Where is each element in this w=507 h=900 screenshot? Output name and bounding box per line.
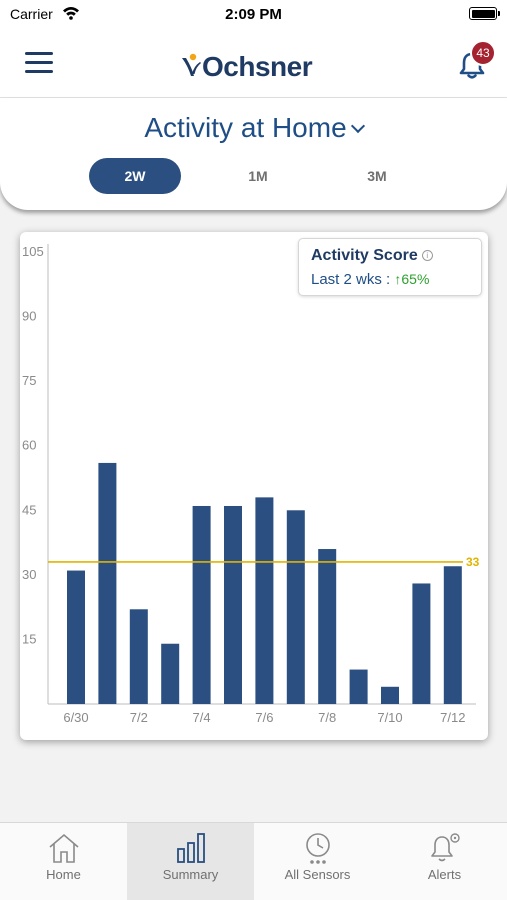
y-tick-label: 60 — [22, 438, 36, 453]
x-tick-label: 7/6 — [255, 710, 273, 725]
carrier-label: Carrier — [10, 6, 53, 22]
y-tick-label: 90 — [22, 309, 36, 324]
range-tab-2w[interactable]: 2W — [89, 158, 181, 194]
y-tick-label: 45 — [22, 502, 36, 517]
x-tick-label: 6/30 — [63, 710, 88, 725]
x-tick-label: 7/4 — [193, 710, 211, 725]
page-title-dropdown[interactable]: Activity at Home — [0, 112, 507, 144]
bar-7-1 — [98, 462, 117, 704]
tab-all-sensors[interactable]: All Sensors — [254, 823, 381, 900]
bar-7-10 — [381, 686, 399, 704]
header-card: Activity at Home 2W 1M 3M — [0, 98, 507, 210]
x-tick-label: 7/12 — [440, 710, 465, 725]
info-icon[interactable]: i — [421, 250, 433, 261]
y-tick-label: 75 — [22, 373, 36, 388]
bottom-tab-bar: Home Summary All Sensors Alerts — [0, 822, 507, 900]
tab-home[interactable]: Home — [0, 823, 127, 900]
clock-sensors-icon — [306, 833, 330, 864]
reference-line-label: 33 — [466, 555, 480, 569]
y-tick-label: 15 — [22, 631, 36, 646]
activity-score-box: Activity Score i Last 2 wks : ↑65% — [298, 238, 482, 296]
notification-badge: 43 — [470, 40, 496, 66]
score-change-value: ↑65% — [394, 271, 430, 287]
bar-7-5 — [224, 505, 242, 704]
logo-text: Ochsner — [202, 51, 313, 82]
bar-7-9 — [349, 669, 368, 704]
bar-7-3 — [161, 643, 180, 704]
y-tick-label: 30 — [22, 567, 36, 582]
range-tabs: 2W 1M 3M — [89, 158, 419, 194]
score-period-label: Last 2 wks : — [311, 271, 391, 288]
status-bar: Carrier 2:09 PM — [0, 0, 507, 30]
tab-home-label: Home — [46, 867, 81, 882]
activity-bar-chart: 15 30 45 60 75 90 105 6/30 7/2 7/4 7/6 7/8 7/10 7/12 3… — [22, 244, 480, 725]
bar-7-8 — [318, 549, 337, 704]
tab-all-sensors-label: All Sensors — [284, 867, 351, 882]
bar-7-12 — [443, 566, 462, 704]
range-tab-1m[interactable]: 1M — [248, 168, 268, 184]
activity-score-change: Last 2 wks : ↑65% — [311, 271, 469, 288]
activity-chart-card: 15 30 45 60 75 90 105 6/30 7/2 7/4 7/6 7/8 7/10 7/12 3… — [20, 232, 488, 740]
home-icon — [49, 833, 79, 863]
bar-7-6 — [255, 497, 274, 704]
activity-score-title: Activity Score i — [311, 247, 469, 265]
tab-alerts-label: Alerts — [427, 867, 462, 882]
logo-figure-icon — [182, 53, 201, 76]
x-tick-label: 7/10 — [377, 710, 402, 725]
top-nav: Ochsner 43 — [0, 30, 507, 98]
bell-gear-icon — [431, 833, 460, 862]
bar-6-30 — [67, 570, 85, 704]
battery-icon — [469, 7, 500, 20]
x-tick-label: 7/2 — [130, 710, 148, 725]
bar-chart-icon — [177, 833, 205, 863]
x-tick-label: 7/8 — [318, 710, 336, 725]
wifi-icon — [63, 7, 79, 20]
bar-7-11 — [412, 583, 431, 704]
y-tick-label: 105 — [22, 244, 44, 259]
bar-7-4 — [192, 505, 211, 704]
tab-summary-label: Summary — [162, 867, 219, 882]
bar-7-7 — [286, 510, 305, 704]
bar-7-2 — [129, 609, 148, 704]
clock: 2:09 PM — [225, 6, 282, 23]
ochsner-logo: Ochsner — [180, 50, 313, 84]
range-tab-3m[interactable]: 3M — [367, 168, 387, 184]
page-title: Activity at Home — [144, 112, 347, 143]
tab-summary[interactable]: Summary — [127, 823, 254, 900]
chevron-down-icon — [350, 118, 365, 134]
hamburger-menu-icon[interactable] — [25, 52, 53, 74]
tab-alerts[interactable]: Alerts — [381, 823, 507, 900]
